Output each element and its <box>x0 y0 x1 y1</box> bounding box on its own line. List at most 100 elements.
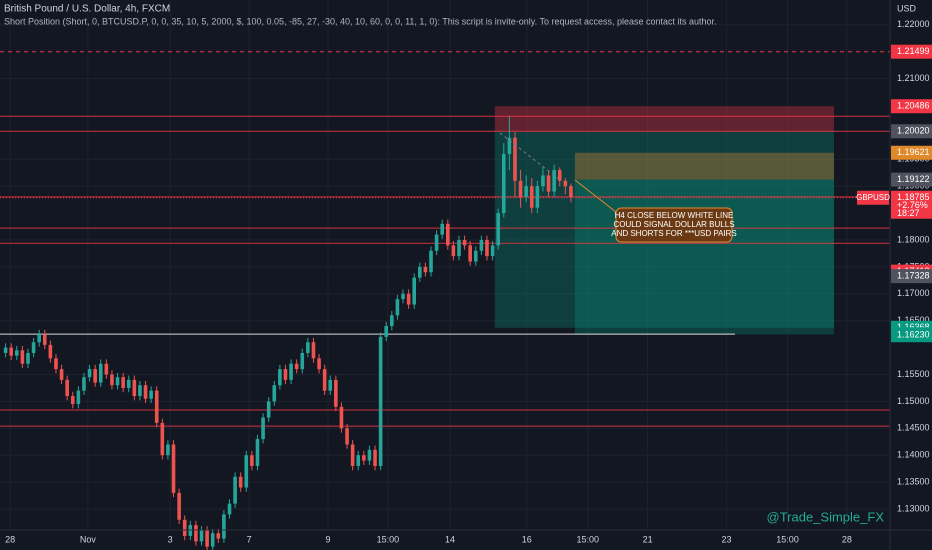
candle-body <box>390 315 394 327</box>
price-badge <box>891 99 932 114</box>
candle-body <box>255 439 260 466</box>
candle-body <box>395 299 400 316</box>
candle-body <box>210 533 215 547</box>
x-tick-label: 14 <box>445 534 455 544</box>
candle-body <box>199 530 204 542</box>
candle-body <box>445 223 450 246</box>
price-badge <box>891 124 932 139</box>
candle-body <box>367 449 372 461</box>
y-tick-label: 1.21000 <box>897 73 930 83</box>
watermark: @Trade_Simple_FX <box>767 509 885 524</box>
callout-line <box>574 179 617 213</box>
candle-body <box>283 369 288 380</box>
candle-body <box>451 245 456 257</box>
callout-text: AND SHORTS FOR ***USD PAIRS <box>611 229 737 238</box>
candle-body <box>423 266 428 273</box>
candle-body <box>289 363 293 380</box>
price-badge <box>891 145 932 160</box>
candle-body <box>473 250 478 262</box>
candle-body <box>166 444 170 456</box>
candle-body <box>205 530 209 547</box>
candle-body <box>518 180 523 197</box>
candle-body <box>557 170 562 181</box>
y-tick-label: 1.15500 <box>897 369 930 379</box>
candle-body <box>182 519 187 536</box>
candle-body <box>250 455 254 466</box>
candle-body <box>406 293 411 305</box>
candle-body <box>569 186 573 197</box>
last-change: +2.76% <box>897 200 928 210</box>
candle-body <box>171 444 176 493</box>
candle-body <box>496 213 500 246</box>
chart-title: British Pound / U.S. Dollar, 4h, FXCM <box>4 4 170 15</box>
candle-body <box>541 175 545 187</box>
price-badge-label: 1.21499 <box>897 46 930 56</box>
candle-body <box>479 239 484 251</box>
candle-body <box>98 363 103 383</box>
candle-body <box>401 293 405 300</box>
candle-body <box>227 503 232 515</box>
y-tick-label: 1.22000 <box>897 19 930 29</box>
candle-body <box>188 525 193 536</box>
price-badge <box>891 172 932 187</box>
candle-body <box>345 428 349 445</box>
price-badge-label: 1.17328 <box>897 271 930 281</box>
y-tick-label: 1.17000 <box>897 288 930 298</box>
candle-body <box>70 396 75 405</box>
candle-body <box>3 347 8 353</box>
price-badge-label: 1.20486 <box>897 101 930 111</box>
candle-body <box>356 455 361 466</box>
candle-body <box>501 153 506 214</box>
x-tick-label: 7 <box>247 534 252 544</box>
target-zone <box>574 179 835 335</box>
candle-body <box>238 476 243 488</box>
symbol-label: GBPUSD <box>856 193 890 202</box>
candle-body <box>350 444 355 466</box>
y-tick-label: 1.14500 <box>897 423 930 433</box>
candle-body <box>384 326 389 337</box>
y-tick-label: 1.16500 <box>897 315 930 325</box>
candle-body <box>317 358 321 370</box>
candle-body <box>126 379 131 388</box>
x-tick-label: 16 <box>522 534 532 544</box>
price-badge <box>891 328 932 343</box>
y-tick-label: 1.14000 <box>897 450 930 460</box>
callout <box>615 207 733 243</box>
candle-body <box>233 476 237 504</box>
candle-body <box>418 266 422 278</box>
y-tick-label: 1.13500 <box>897 476 930 486</box>
candle-body <box>216 533 221 539</box>
candle-body <box>334 379 338 407</box>
candle-body <box>132 379 137 397</box>
candle-body <box>115 377 120 386</box>
candle-body <box>440 223 445 235</box>
last-badge <box>891 190 932 219</box>
candle-body <box>26 352 30 364</box>
candle-body <box>278 369 282 386</box>
candle-body <box>328 379 333 391</box>
candle-body <box>76 390 81 405</box>
candle-body <box>322 369 327 391</box>
candle-body <box>143 385 148 399</box>
callout-text: H4 CLOSE BELOW WHITE LINE <box>615 211 734 220</box>
price-badge-label: 1.20020 <box>897 126 930 136</box>
candle-body <box>378 336 383 466</box>
arrow <box>499 132 561 181</box>
x-tick-label: Nov <box>80 534 97 544</box>
candle-body <box>300 352 305 370</box>
candle-body <box>194 525 198 542</box>
stop-zone <box>494 106 835 132</box>
x-tick-label: 15:00 <box>776 534 799 544</box>
candle-body <box>362 455 366 461</box>
candle-body <box>59 369 64 380</box>
candle-body <box>104 363 109 375</box>
candle-body <box>462 239 467 246</box>
price-badge-label: 1.16368 <box>897 322 930 332</box>
price-badge <box>891 269 932 284</box>
candle-body <box>339 406 344 429</box>
candle-body <box>54 358 58 370</box>
candle-body <box>121 377 125 388</box>
candle-body <box>524 186 528 197</box>
x-tick-label: 15:00 <box>377 534 400 544</box>
candle-body <box>434 234 439 251</box>
